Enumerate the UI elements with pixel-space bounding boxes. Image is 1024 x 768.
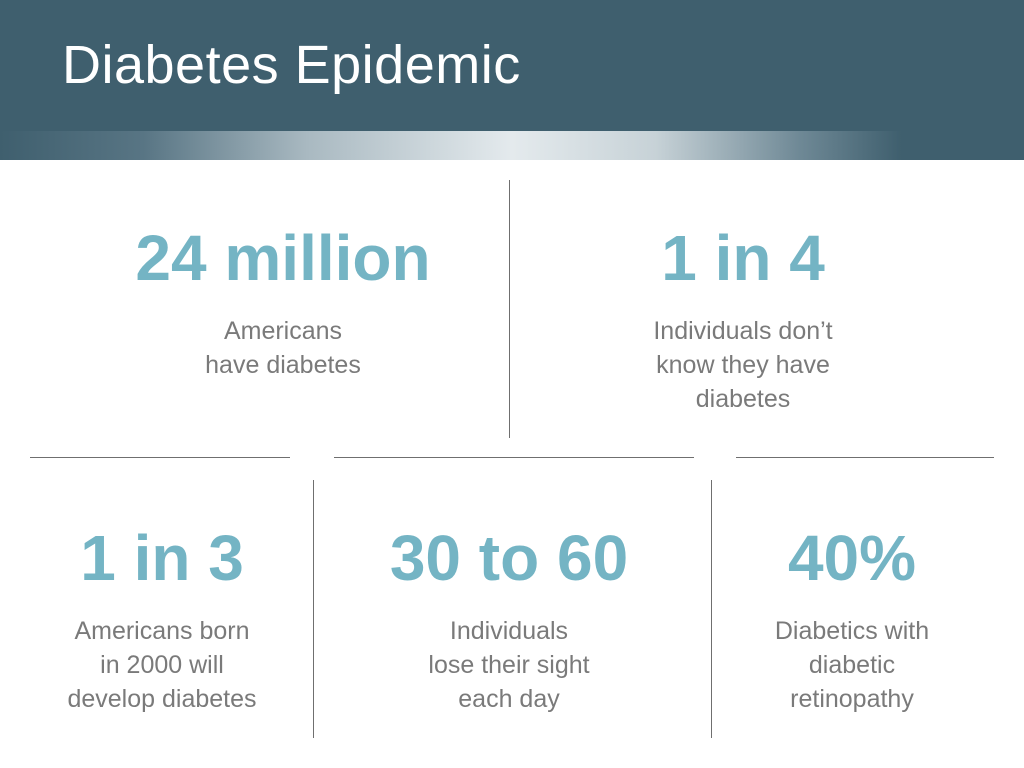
stat-number: 30 to 60	[389, 522, 629, 594]
stat-description: Americans have diabetes	[205, 317, 361, 379]
page-title: Diabetes Epidemic	[62, 35, 521, 95]
stat-number: 24 million	[135, 222, 431, 294]
divider-horizontal-left	[30, 457, 290, 458]
stat-number: 40%	[787, 522, 917, 594]
divider-horizontal-right	[736, 457, 994, 458]
header-gradient-band	[0, 131, 1024, 160]
stat-description: Individuals don’t know they have diabete…	[653, 317, 833, 413]
stat-number: 1 in 4	[661, 222, 825, 294]
divider-vertical-bottom-left	[313, 480, 314, 738]
stat-sight-loss: 30 to 60 Individuals lose their sight ea…	[344, 526, 674, 716]
stat-description: Diabetics with diabetic retinopathy	[774, 617, 930, 713]
stat-number: 1 in 3	[80, 522, 244, 594]
stat-undiagnosed: 1 in 4 Individuals don’t know they have …	[578, 226, 908, 416]
divider-vertical-bottom-right	[711, 480, 712, 738]
stat-retinopathy: 40% Diabetics with diabetic retinopathy	[722, 526, 982, 716]
header-bar: Diabetes Epidemic	[0, 0, 1024, 160]
stat-americans-with-diabetes: 24 million Americans have diabetes	[108, 226, 458, 382]
divider-horizontal-center	[334, 457, 694, 458]
stat-born-in-2000: 1 in 3 Americans born in 2000 will devel…	[22, 526, 302, 716]
stat-description: Americans born in 2000 will develop diab…	[67, 617, 257, 713]
stat-description: Individuals lose their sight each day	[428, 617, 590, 713]
divider-vertical-top	[509, 180, 510, 438]
